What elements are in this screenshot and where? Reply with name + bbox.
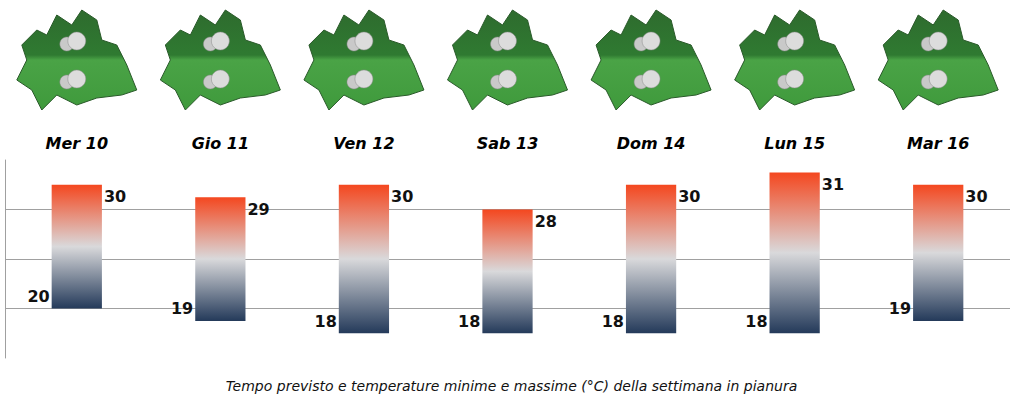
svg-text:Ven 12: Ven 12 — [333, 134, 394, 153]
svg-text:Sab 13: Sab 13 — [477, 134, 539, 153]
svg-text:18: 18 — [458, 312, 480, 331]
svg-text:Dom 14: Dom 14 — [617, 134, 686, 153]
svg-text:Lun 15: Lun 15 — [764, 134, 825, 153]
svg-text:18: 18 — [602, 312, 624, 331]
svg-text:Gio 11: Gio 11 — [192, 134, 249, 153]
svg-text:20: 20 — [27, 287, 49, 306]
svg-text:30: 30 — [104, 187, 126, 206]
svg-text:30: 30 — [678, 187, 700, 206]
svg-text:30: 30 — [391, 187, 413, 206]
svg-text:19: 19 — [889, 299, 911, 318]
svg-text:18: 18 — [315, 312, 337, 331]
svg-text:Mer 10: Mer 10 — [46, 134, 109, 153]
svg-text:28: 28 — [535, 212, 557, 231]
svg-text:30: 30 — [965, 187, 987, 206]
svg-text:31: 31 — [822, 175, 844, 194]
svg-text:18: 18 — [745, 312, 767, 331]
svg-text:Mar 16: Mar 16 — [907, 134, 969, 153]
svg-text:Tempo previsto e temperature m: Tempo previsto e temperature minime e ma… — [226, 378, 797, 394]
svg-text:29: 29 — [247, 200, 269, 219]
svg-text:19: 19 — [171, 299, 193, 318]
